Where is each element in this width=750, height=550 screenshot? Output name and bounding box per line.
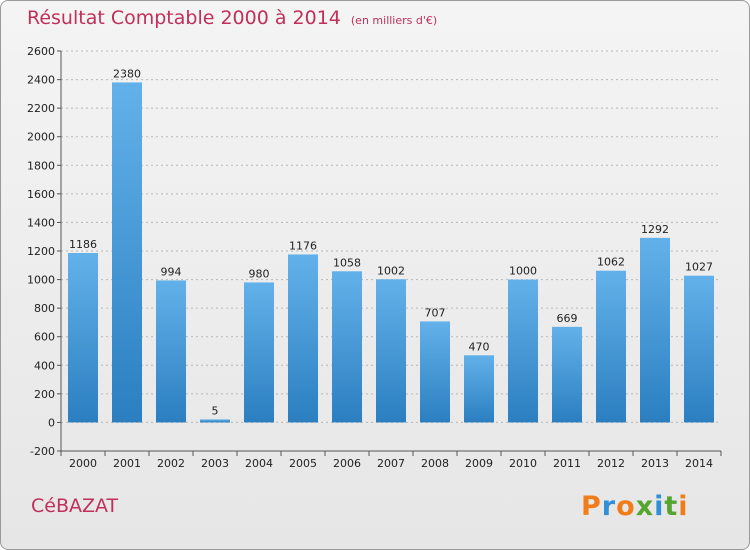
- data-label-2013: 1292: [641, 223, 669, 236]
- data-label-2001: 2380: [113, 67, 141, 80]
- data-label-2010: 1000: [509, 265, 537, 278]
- brand-letter: i: [654, 491, 665, 522]
- chart-title-text: Résultat Comptable 2000 à 2014: [27, 7, 341, 29]
- bar-2005: [288, 254, 318, 423]
- bars: [68, 82, 714, 423]
- x-tick-label-2000: 2000: [69, 457, 97, 470]
- bar-2006: [332, 271, 362, 423]
- bar-2004: [244, 282, 274, 423]
- data-label-2005: 1176: [289, 239, 317, 252]
- data-label-2014: 1027: [685, 261, 713, 274]
- bar-2008: [420, 321, 450, 423]
- y-tick-label: 2200: [27, 102, 55, 115]
- chart-title: Résultat Comptable 2000 à 2014 (en millie…: [27, 7, 437, 29]
- x-tick-label-2004: 2004: [245, 457, 273, 470]
- x-tick-label-2012: 2012: [597, 457, 625, 470]
- brand-letter: t: [664, 491, 679, 522]
- bar-2001: [112, 82, 142, 423]
- y-tick-label: 2000: [27, 131, 55, 144]
- bar-2003: [200, 419, 230, 423]
- chart-unit: (en milliers d'€): [350, 14, 438, 27]
- brand-letter: x: [635, 491, 655, 522]
- bar-2013: [640, 237, 670, 423]
- y-tick-label: 1200: [27, 245, 55, 258]
- y-tick-label: 800: [34, 302, 55, 315]
- y-tick-label: 2600: [27, 45, 55, 58]
- data-label-2000: 1186: [69, 238, 97, 251]
- brand-logo: Proxiti: [581, 491, 689, 522]
- data-label-2009: 470: [469, 340, 490, 353]
- data-label-2008: 707: [425, 306, 446, 319]
- bar-2011: [552, 326, 582, 423]
- data-label-2006: 1058: [333, 256, 361, 269]
- y-tick-label: 1000: [27, 274, 55, 287]
- data-label-2004: 980: [249, 267, 270, 280]
- x-tick-label-2013: 2013: [641, 457, 669, 470]
- y-tick-label: -200: [30, 445, 55, 458]
- data-label-2012: 1062: [597, 256, 625, 269]
- data-label-2002: 994: [161, 265, 182, 278]
- commune-name: CéBAZAT: [31, 495, 119, 517]
- brand-letter: P: [581, 491, 602, 522]
- brand-letter: r: [601, 491, 617, 522]
- data-labels: 1186 2380 994 5 980 1176 1058 1002 707 470 1000 669…: [69, 67, 713, 417]
- y-tick-label: 400: [34, 359, 55, 372]
- x-tick-label-2009: 2009: [465, 457, 493, 470]
- x-tick-label-2008: 2008: [421, 457, 449, 470]
- y-tick-label: 1800: [27, 159, 55, 172]
- y-axis: -200 0 200 400 600 800 1000 1200 1400 1600 1800 200…: [27, 45, 62, 458]
- y-tick-label: 1400: [27, 216, 55, 229]
- x-tick-label-2002: 2002: [157, 457, 185, 470]
- bar-2000: [68, 253, 98, 423]
- y-tick-label: 2400: [27, 74, 55, 87]
- data-label-2011: 669: [557, 312, 578, 325]
- bar-2007: [376, 279, 406, 423]
- bar-2012: [596, 270, 626, 423]
- x-tick-label-2007: 2007: [377, 457, 405, 470]
- bar-2002: [156, 280, 186, 423]
- y-tick-label: 200: [34, 388, 55, 401]
- data-label-2003: 5: [212, 404, 219, 417]
- x-tick-label-2011: 2011: [553, 457, 581, 470]
- x-tick-label-2003: 2003: [201, 457, 229, 470]
- x-axis: 2000 2001 2002 2003 2004 2005 2006 2007 2008 2009…: [60, 450, 722, 470]
- brand-letter: i: [678, 491, 689, 522]
- x-tick-label-2005: 2005: [289, 457, 317, 470]
- bar-2014: [684, 275, 714, 423]
- x-tick-label-2014: 2014: [685, 457, 713, 470]
- bar-2009: [464, 355, 494, 423]
- y-tick-label: 1600: [27, 188, 55, 201]
- data-label-2007: 1002: [377, 264, 405, 277]
- brand-letter: o: [616, 491, 636, 522]
- x-tick-label-2001: 2001: [113, 457, 141, 470]
- y-tick-label: 600: [34, 331, 55, 344]
- y-tick-label: 0: [48, 416, 55, 429]
- bar-2010: [508, 279, 538, 423]
- x-tick-label-2006: 2006: [333, 457, 361, 470]
- x-tick-label-2010: 2010: [509, 457, 537, 470]
